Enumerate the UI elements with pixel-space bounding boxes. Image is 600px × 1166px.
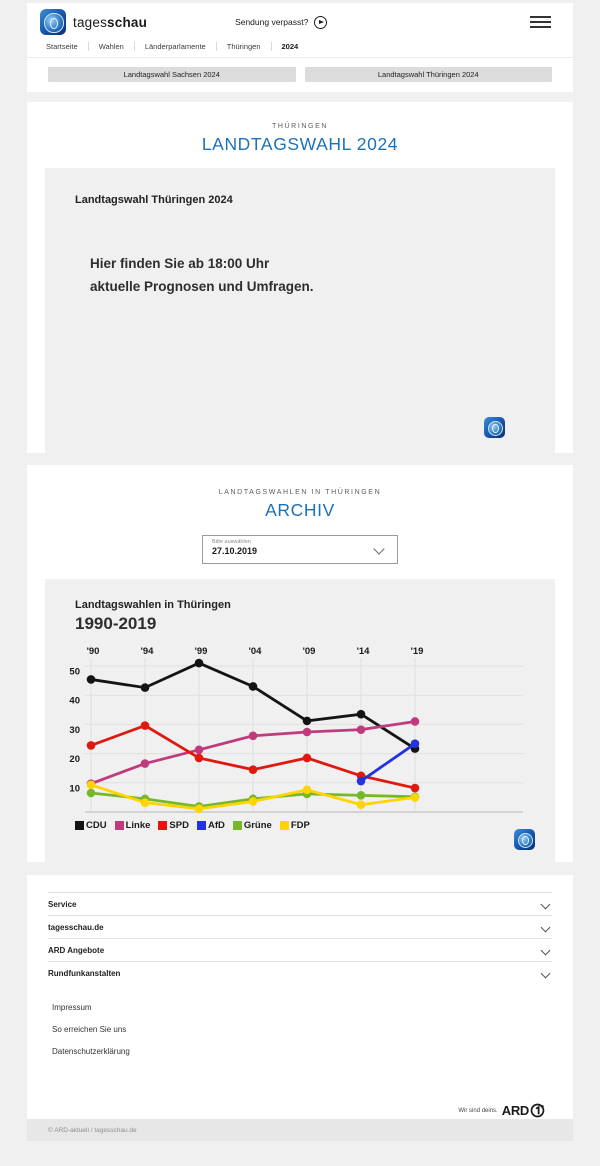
breadcrumb-thueringen[interactable]: Thüringen [215,42,271,51]
tagesschau-logo-icon[interactable] [40,9,66,35]
legend-swatch [114,821,124,830]
breadcrumb: Startseite Wahlen Länderparlamente Thüri… [27,39,573,58]
accordion-label: Rundfunkanstalten [48,968,121,978]
legend-swatch [279,821,289,830]
chevron-down-icon [540,899,551,909]
ard-brand-text: ARD [502,1103,545,1118]
tagesschau-watermark-icon [514,829,535,850]
archive-card: LANDTAGSWAHLEN IN THÜRINGEN ARCHIV Bitte… [27,465,573,862]
link-impressum[interactable]: Impressum [52,1003,92,1012]
svg-text:10: 10 [69,783,80,794]
footer-accordion-service[interactable]: Service [48,892,552,915]
svg-text:'90: '90 [87,646,100,657]
select-label: Bitte auswählen [212,539,251,545]
breadcrumb-laenderparlamente[interactable]: Länderparlamente [133,42,216,51]
teaser-line-1: Hier finden Sie ab 18:00 Uhr [90,256,270,271]
header-card: tagesschau Sendung verpasst? Startseite … [27,3,573,92]
header-bar: tagesschau Sendung verpasst? [27,3,573,39]
brand-regular: tages [73,14,108,30]
button-landtagswahl-thueringen[interactable]: Landtagswahl Thüringen 2024 [304,67,552,82]
footer-accordion-ard-angebote[interactable]: ARD Angebote [48,938,552,961]
election-teaser-box: Landtagswahl Thüringen 2024 Hier finden … [45,168,555,453]
tagesschau-watermark-icon [484,417,505,438]
teaser-text: Hier finden Sie ab 18:00 Uhr aktuelle Pr… [90,253,525,299]
svg-text:'09: '09 [303,646,316,657]
ard-claim-text: Wir sind deins. [458,1107,498,1114]
legend-item-fdp: FDP [279,820,310,831]
copyright-bar: © ARD-aktuell / tagesschau.de [27,1119,573,1141]
svg-text:30: 30 [69,725,80,736]
breadcrumb-wahlen[interactable]: Wahlen [87,42,134,51]
svg-text:'94: '94 [141,646,155,657]
legend-item-grüne: Grüne [232,820,272,831]
accordion-label: tagesschau.de [48,922,104,932]
archive-title: ARCHIV [265,500,335,520]
link-datenschutzerklaerung[interactable]: Datenschutzerklärung [52,1047,130,1056]
menu-icon[interactable] [530,16,551,28]
election-title: LANDTAGSWAHL 2024 [201,134,399,154]
chart-title: Landtagswahlen in Thüringen [75,599,231,611]
svg-text:'99: '99 [195,646,208,657]
footer-accordion-tagesschau-de[interactable]: tagesschau.de [48,915,552,938]
teaser-line-2: aktuelle Prognosen und Umfragen. [90,278,314,294]
link-so-erreichen-sie-uns[interactable]: So erreichen Sie uns [52,1025,127,1034]
legend-item-cdu: CDU [75,820,107,831]
archive-date-select[interactable]: Bitte auswählen 27.10.2019 [202,535,398,564]
svg-text:'04: '04 [249,646,263,657]
chevron-down-icon [540,968,551,978]
accordion-label: ARD Angebote [48,945,105,955]
legend-swatch [75,821,84,830]
accordion-label: Service [48,899,77,909]
breadcrumb-startseite[interactable]: Startseite [46,42,78,51]
broadcast-missed-link[interactable]: Sendung verpasst? [235,15,328,29]
svg-text:'19: '19 [411,646,424,657]
brand-wordmark[interactable]: tagesschau [73,15,147,30]
button-landtagswahl-sachsen[interactable]: Landtagswahl Sachsen 2024 [48,67,296,82]
svg-text:20: 20 [69,754,80,765]
legend-swatch [196,821,206,830]
chart-legend: CDU Linke SPD AfD Grüne FDP [45,820,555,831]
select-value: 27.10.2019 [212,546,258,556]
ard-logo: Wir sind deins. ARD [27,1103,573,1118]
chevron-down-icon [540,922,551,932]
svg-text:50: 50 [69,667,80,678]
play-icon[interactable] [314,15,328,29]
legend-item-spd: SPD [158,820,189,831]
footer-links: Impressum So erreichen Sie uns Datenschu… [27,997,573,1063]
election-kicker: THÜRINGEN [271,123,328,130]
archive-kicker: LANDTAGSWAHLEN IN THÜRINGEN [218,489,382,496]
results-chart-panel: Landtagswahlen in Thüringen 1990-2019 '9… [45,579,555,862]
election-quick-links: Landtagswahl Sachsen 2024 Landtagswahl T… [27,58,573,92]
line-chart: '90 '94 '99 '04 '09 '14 '19 10 20 30 40 50 [69,646,523,814]
copyright-text: © ARD-aktuell / tagesschau.de [48,1126,137,1134]
election-2024-card: THÜRINGEN LANDTAGSWAHL 2024 Landtagswahl… [27,102,573,453]
legend-swatch [232,821,242,830]
footer-card: Service tagesschau.de ARD Angebote Rundf… [27,875,573,1119]
teaser-title: Landtagswahl Thüringen 2024 [75,194,233,206]
legend-item-linke: Linke [114,820,150,831]
brand-bold: schau [107,14,148,30]
svg-text:'14: '14 [357,646,371,657]
broadcast-missed-label: Sendung verpasst? [235,17,309,27]
breadcrumb-2024[interactable]: 2024 [270,42,309,51]
legend-item-afd: AfD [196,820,225,831]
footer-accordion-rundfunkanstalten[interactable]: Rundfunkanstalten [48,961,552,984]
ard-one-icon [530,1103,545,1118]
chart-subtitle: 1990-2019 [75,614,157,633]
legend-swatch [158,821,168,830]
svg-text:40: 40 [69,696,80,707]
chevron-down-icon [540,945,551,955]
